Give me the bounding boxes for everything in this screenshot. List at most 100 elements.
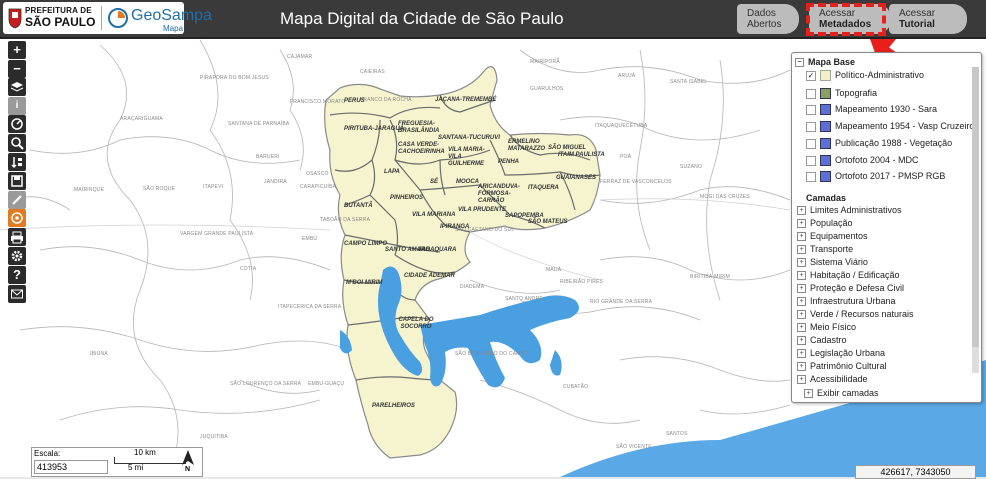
place-label: DIADEMA <box>460 284 485 290</box>
scale-mi-label: 5 mi <box>128 463 144 472</box>
place-label: FERRAZ DE VASCONCELOS <box>600 179 672 185</box>
camada-item[interactable]: + Limites Administrativos <box>797 205 902 216</box>
info-icon[interactable]: i <box>8 97 26 115</box>
district-label: LAPA <box>384 169 400 175</box>
place-label: RIO GRANDE DA SERRA <box>590 299 653 305</box>
camada-item[interactable]: + Equipamentos <box>797 231 868 242</box>
collapse-icon[interactable]: − <box>795 58 804 68</box>
camada-item[interactable]: + Habitação / Edificação <box>797 270 900 281</box>
expand-icon[interactable]: + <box>797 310 806 320</box>
exibir-camadas-button[interactable]: + Exibir camadas <box>804 388 879 399</box>
checkbox-icon[interactable] <box>806 88 816 99</box>
mapa-base-item[interactable]: ✓ Político-Administrativo <box>806 70 925 82</box>
place-label: SANTO ANDRÉ <box>505 296 543 302</box>
camada-item[interactable]: + População <box>797 218 853 229</box>
checkbox-icon[interactable] <box>806 138 816 149</box>
camada-item[interactable]: + Acessibilidade <box>797 374 868 385</box>
expand-icon[interactable]: + <box>797 219 806 229</box>
scale-bar <box>114 457 186 464</box>
expand-icon[interactable]: + <box>797 323 806 333</box>
layer-swatch-icon <box>820 88 831 100</box>
camada-item[interactable]: + Patrimônio Cultural <box>797 361 887 372</box>
district-label: SÃO MIGUEL <box>548 145 587 151</box>
checkbox-icon[interactable] <box>806 155 816 166</box>
place-label: EMBU <box>302 236 318 242</box>
camada-item[interactable]: + Sistema Viário <box>797 257 868 268</box>
mapa-base-item[interactable]: Publicação 1988 - Vegetação <box>806 138 952 150</box>
district-label: ITAIM PAULISTA <box>558 152 605 158</box>
expand-icon[interactable]: + <box>797 297 806 307</box>
district-label: JAÇANA-TREMEMBÉ <box>435 97 497 103</box>
help-button[interactable]: ? <box>8 266 26 284</box>
district-label: CASA VERDE-CACHOEIRINHA <box>398 142 445 155</box>
expand-icon[interactable]: + <box>797 232 806 242</box>
mapa-base-header[interactable]: − Mapa Base <box>795 57 855 68</box>
subprefecture-borders <box>329 94 601 381</box>
mail-icon[interactable] <box>8 285 26 303</box>
layer-swatch-icon <box>820 121 831 133</box>
expand-icon[interactable]: + <box>797 245 806 255</box>
zoom-in-button[interactable]: + <box>8 41 26 59</box>
scale-input[interactable]: 413953 <box>34 460 108 474</box>
camada-item[interactable]: + Transporte <box>797 244 853 255</box>
checkbox-checked-icon[interactable]: ✓ <box>806 70 816 81</box>
search-icon[interactable] <box>8 134 26 152</box>
camada-item[interactable]: + Meio Físico <box>797 322 856 333</box>
basemap-icon[interactable] <box>8 209 26 227</box>
place-label: CAIEIRAS <box>360 69 385 75</box>
expand-icon[interactable]: + <box>797 336 806 346</box>
zoom-out-button[interactable]: − <box>8 60 26 78</box>
place-label: COTIA <box>240 266 257 272</box>
place-label: FRANCO DA ROCHA <box>360 97 412 103</box>
mapa-base-item[interactable]: Mapeamento 1930 - Sara <box>806 104 937 116</box>
mapa-base-item[interactable]: Topografia <box>806 88 877 100</box>
scrollbar-thumb[interactable] <box>972 67 979 347</box>
expand-icon[interactable]: + <box>797 271 806 281</box>
district-label: ARICANDUVA-FORMOSA-CARRÃO <box>478 184 520 204</box>
camada-item[interactable]: + Cadastro <box>797 335 847 346</box>
save-icon[interactable] <box>8 172 26 190</box>
panel-scrollbar[interactable] <box>972 67 979 373</box>
expand-icon[interactable]: + <box>797 362 806 372</box>
expand-icon[interactable]: + <box>797 206 806 216</box>
measure-icon[interactable] <box>8 115 26 133</box>
tab-acessar-metadados[interactable]: Acessar Metadados <box>809 4 891 34</box>
district-label: SANTANA-TUCURUVI <box>438 135 500 141</box>
geosampa-subtitle: Mapa <box>163 24 184 33</box>
expand-icon[interactable]: + <box>804 389 813 399</box>
place-label: FRANCISCO MORATO <box>290 99 346 105</box>
scale-label: Escala: <box>34 449 61 458</box>
checkbox-icon[interactable] <box>806 171 816 182</box>
checkbox-icon[interactable] <box>806 104 816 115</box>
mapa-base-item[interactable]: Ortofoto 2017 - PMSP RGB <box>806 171 945 183</box>
print-icon[interactable] <box>8 228 26 246</box>
ocean-area <box>560 360 986 477</box>
expand-icon[interactable]: + <box>797 284 806 294</box>
district-label: SÃO MATEUS <box>528 219 568 225</box>
place-label: JUQUITIBA <box>200 434 228 440</box>
district-label: BUTANTÃ <box>344 203 373 209</box>
camada-item[interactable]: + Infraestrutura Urbana <box>797 296 896 307</box>
expand-icon[interactable]: + <box>797 375 806 385</box>
camada-item[interactable]: + Legislação Urbana <box>797 348 885 359</box>
tab-dados-abertos[interactable]: Dados Abertos <box>737 4 799 34</box>
mapa-base-item[interactable]: Mapeamento 1954 - Vasp Cruzeiro <box>806 121 974 133</box>
district-label: FREGUESIA-BRASILÂNDIA <box>398 121 440 134</box>
tab-acessar-tutorial[interactable]: Acessar Tutorial <box>889 4 967 34</box>
expand-icon[interactable]: + <box>797 349 806 359</box>
mapa-base-item[interactable]: Ortofoto 2004 - MDC <box>806 155 919 167</box>
north-arrow-icon <box>182 450 194 465</box>
sort-layers-icon[interactable] <box>8 153 26 171</box>
place-label: SÃO BERNARDO DO CAMPO <box>455 351 529 357</box>
expand-icon[interactable]: + <box>797 258 806 268</box>
checkbox-icon[interactable] <box>806 121 816 132</box>
layers-icon[interactable] <box>8 78 26 96</box>
place-label: SÃO VICENTE <box>616 444 652 450</box>
district-label: PARELHEIROS <box>372 403 415 409</box>
camada-item[interactable]: + Proteção e Defesa Civil <box>797 283 904 294</box>
camada-item[interactable]: + Verde / Recursos naturais <box>797 309 914 320</box>
scale-widget: Escala: 413953 10 km 5 mi N <box>31 447 203 477</box>
settings-icon[interactable] <box>8 247 26 265</box>
district-label: JABAQUARA <box>418 247 457 253</box>
draw-icon[interactable] <box>8 191 26 209</box>
